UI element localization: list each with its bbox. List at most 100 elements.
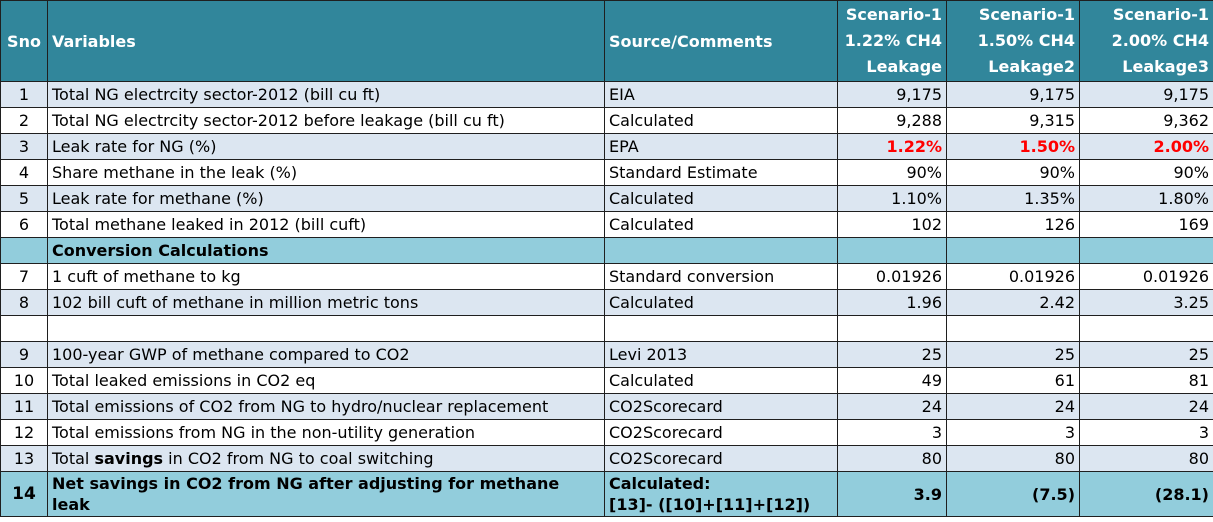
table-row: 4 Share methane in the leak (%) Standard…: [0, 159, 1213, 186]
row-scenario-1-value: 3: [837, 419, 947, 446]
row-variable: Total NG electrcity sector-2012 before l…: [47, 107, 605, 134]
header-scenario-3-line-1: Scenario-1: [1112, 5, 1209, 24]
row-scenario-1-value: 102: [837, 211, 947, 238]
row-scenario-1-value: 80: [837, 445, 947, 472]
table-row: 12 Total emissions from NG in the non-ut…: [0, 419, 1213, 446]
section-source-cell: [604, 237, 838, 264]
row-scenario-1-value: 25: [837, 341, 947, 368]
row-source: CO2Scorecard: [604, 445, 838, 472]
row-variable-bold: savings: [94, 449, 164, 468]
row-variable: 1 cuft of methane to kg: [47, 263, 605, 290]
table-row: 6 Total methane leaked in 2012 (bill cuf…: [0, 211, 1213, 238]
row-scenario-2-value: 2.42: [946, 289, 1080, 316]
row-scenario-3-value: 0.01926: [1079, 263, 1213, 290]
row-scenario-2-value: 126: [946, 211, 1080, 238]
section-empty-cell: [1079, 237, 1213, 264]
row-scenario-3-value: 90%: [1079, 159, 1213, 186]
header-scenario-1-line-2: 1.22% CH4: [844, 31, 942, 50]
final-source: Calculated: [13]- ([10]+[11]+[12]): [604, 471, 838, 517]
section-sno-cell: [0, 237, 48, 264]
row-sno: 13: [0, 445, 48, 472]
final-scenario-2-value: (7.5): [946, 471, 1080, 517]
header-scenario-2-line-3: Leakage2: [988, 57, 1075, 76]
table-row: 1 Total NG electrcity sector-2012 (bill …: [0, 81, 1213, 108]
row-scenario-2-value: 24: [946, 393, 1080, 420]
row-sno: 2: [0, 107, 48, 134]
empty-cell: [604, 315, 838, 342]
row-variable: 102 bill cuft of methane in million metr…: [47, 289, 605, 316]
header-scenario-1: Scenario-1 1.22% CH4 Leakage: [837, 0, 947, 82]
row-scenario-3-value: 169: [1079, 211, 1213, 238]
row-scenario-2-value: 9,175: [946, 81, 1080, 108]
header-row: Sno Variables Source/Comments Scenario-1…: [0, 0, 1213, 82]
row-variable: 100-year GWP of methane compared to CO2: [47, 341, 605, 368]
row-variable-post: in CO2 from NG to coal switching: [163, 449, 434, 468]
table-row: 13 Total savings in CO2 from NG to coal …: [0, 445, 1213, 472]
final-sno: 14: [0, 471, 48, 517]
row-scenario-1-value: 0.01926: [837, 263, 947, 290]
row-sno: 12: [0, 419, 48, 446]
row-source: CO2Scorecard: [604, 393, 838, 420]
empty-cell: [946, 315, 1080, 342]
row-variable: Total savings in CO2 from NG to coal swi…: [47, 445, 605, 472]
header-scenario-3: Scenario-1 2.00% CH4 Leakage3: [1079, 0, 1213, 82]
row-scenario-3-value: 2.00%: [1079, 133, 1213, 160]
table-row: 3 Leak rate for NG (%) EPA 1.22% 1.50% 2…: [0, 133, 1213, 160]
table-row: 8 102 bill cuft of methane in million me…: [0, 289, 1213, 316]
row-source: Levi 2013: [604, 341, 838, 368]
row-sno: 3: [0, 133, 48, 160]
row-scenario-1-value: 9,288: [837, 107, 947, 134]
row-variable-pre: Total: [52, 449, 95, 468]
row-sno: 7: [0, 263, 48, 290]
table-row: 5 Leak rate for methane (%) Calculated 1…: [0, 185, 1213, 212]
row-scenario-3-value: 3.25: [1079, 289, 1213, 316]
row-scenario-3-value: 81: [1079, 367, 1213, 394]
row-scenario-2-value: 3: [946, 419, 1080, 446]
row-scenario-3-value: 3: [1079, 419, 1213, 446]
row-source: Calculated: [604, 367, 838, 394]
row-variable: Leak rate for NG (%): [47, 133, 605, 160]
empty-cell: [1079, 315, 1213, 342]
row-sno: 10: [0, 367, 48, 394]
row-variable: Total NG electrcity sector-2012 (bill cu…: [47, 81, 605, 108]
row-source: Calculated: [604, 211, 838, 238]
row-scenario-1-value: 49: [837, 367, 947, 394]
row-source: Calculated: [604, 289, 838, 316]
table-row: 10 Total leaked emissions in CO2 eq Calc…: [0, 367, 1213, 394]
row-scenario-3-value: 25: [1079, 341, 1213, 368]
empty-row: [0, 315, 1213, 342]
header-scenario-3-line-2: 2.00% CH4: [1111, 31, 1209, 50]
final-source-line-2: [13]- ([10]+[11]+[12]): [609, 495, 811, 514]
row-source: CO2Scorecard: [604, 419, 838, 446]
row-sno: 9: [0, 341, 48, 368]
header-scenario-1-line-1: Scenario-1: [845, 5, 942, 24]
row-sno: 1: [0, 81, 48, 108]
row-scenario-1-value: 9,175: [837, 81, 947, 108]
section-row: Conversion Calculations: [0, 237, 1213, 264]
row-sno: 11: [0, 393, 48, 420]
row-scenario-3-value: 80: [1079, 445, 1213, 472]
row-source: Standard conversion: [604, 263, 838, 290]
row-scenario-1-value: 24: [837, 393, 947, 420]
row-variable: Total leaked emissions in CO2 eq: [47, 367, 605, 394]
row-scenario-3-value: 9,362: [1079, 107, 1213, 134]
table-row: 7 1 cuft of methane to kg Standard conve…: [0, 263, 1213, 290]
table-row: 2 Total NG electrcity sector-2012 before…: [0, 107, 1213, 134]
row-variable: Total emissions from NG in the non-utili…: [47, 419, 605, 446]
row-scenario-2-value: 61: [946, 367, 1080, 394]
header-scenario-2-line-1: Scenario-1: [978, 5, 1075, 24]
row-scenario-1-value: 1.22%: [837, 133, 947, 160]
row-source: EPA: [604, 133, 838, 160]
header-scenario-1-line-3: Leakage: [866, 57, 942, 76]
table-row: 9 100-year GWP of methane compared to CO…: [0, 341, 1213, 368]
row-scenario-1-value: 1.10%: [837, 185, 947, 212]
header-sno: Sno: [0, 0, 48, 82]
row-scenario-2-value: 0.01926: [946, 263, 1080, 290]
row-source: Calculated: [604, 185, 838, 212]
row-scenario-1-value: 1.96: [837, 289, 947, 316]
final-scenario-3-value: (28.1): [1079, 471, 1213, 517]
empty-cell: [837, 315, 947, 342]
row-variable: Total methane leaked in 2012 (bill cuft): [47, 211, 605, 238]
row-source: Calculated: [604, 107, 838, 134]
row-scenario-2-value: 1.50%: [946, 133, 1080, 160]
